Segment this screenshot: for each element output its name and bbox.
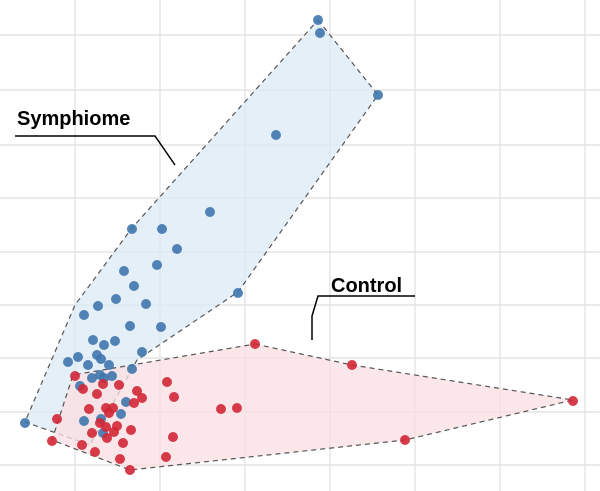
- symphiome-point: [73, 352, 83, 362]
- control-point: [84, 404, 94, 414]
- hull-layer: [24, 19, 574, 471]
- control-point: [108, 403, 118, 413]
- control-label: Control: [331, 275, 402, 297]
- control-point: [168, 432, 178, 442]
- symphiome-point: [315, 28, 325, 38]
- symphiome-point: [111, 294, 121, 304]
- symphiome-point: [152, 260, 162, 270]
- symphiome-point: [119, 266, 129, 276]
- symphiome-point: [172, 244, 182, 254]
- control-point: [109, 427, 119, 437]
- symphiome-point: [83, 360, 93, 370]
- control-point: [347, 360, 357, 370]
- symphiome-point: [99, 340, 109, 350]
- symphiome-point: [79, 416, 89, 426]
- symphiome-point: [141, 299, 151, 309]
- symphiome-point: [96, 354, 106, 364]
- symphiome-point: [127, 224, 137, 234]
- control-point: [400, 435, 410, 445]
- control-leader-line: [311, 295, 415, 340]
- control-point: [132, 386, 142, 396]
- symphiome-point: [137, 347, 147, 357]
- control-point: [77, 440, 87, 450]
- control-point: [70, 371, 80, 381]
- control-point: [87, 428, 97, 438]
- symphiome-point: [156, 322, 166, 332]
- control-point: [250, 339, 260, 349]
- symphiome-point: [125, 321, 135, 331]
- point-layer: [20, 15, 578, 475]
- control-point: [232, 403, 242, 413]
- control-point: [216, 404, 226, 414]
- symphiome-label: Symphiome: [17, 108, 130, 130]
- symphiome-point: [107, 371, 117, 381]
- control-point: [78, 384, 88, 394]
- control-point: [98, 379, 108, 389]
- symphiome-point: [20, 418, 30, 428]
- symphiome-point: [271, 130, 281, 140]
- control-point: [169, 392, 179, 402]
- annotation-layer: Symphiome Control: [15, 108, 415, 340]
- symphiome-point: [104, 360, 114, 370]
- control-point: [126, 425, 136, 435]
- symphiome-point: [93, 301, 103, 311]
- control-point: [115, 454, 125, 464]
- control-point: [101, 422, 111, 432]
- control-point: [118, 438, 128, 448]
- symphiome-point: [88, 335, 98, 345]
- symphiome-point: [373, 90, 383, 100]
- symphiome-leader-line: [15, 135, 176, 166]
- symphiome-point: [157, 224, 167, 234]
- control-point: [129, 398, 139, 408]
- control-hull: [51, 343, 574, 471]
- symphiome-point: [233, 288, 243, 298]
- control-point: [162, 377, 172, 387]
- symphiome-point: [110, 336, 120, 346]
- control-point: [52, 414, 62, 424]
- symphiome-point: [127, 364, 137, 374]
- symphiome-point: [121, 397, 131, 407]
- symphiome-point: [129, 281, 139, 291]
- control-point: [92, 389, 102, 399]
- symphiome-point: [205, 207, 215, 217]
- symphiome-point: [79, 310, 89, 320]
- control-point: [47, 436, 57, 446]
- control-point: [161, 452, 171, 462]
- symphiome-point: [87, 373, 97, 383]
- symphiome-point: [116, 409, 126, 419]
- symphiome-point: [63, 357, 73, 367]
- control-point: [102, 433, 112, 443]
- control-point: [114, 380, 124, 390]
- control-point: [90, 447, 100, 457]
- symphiome-point: [313, 15, 323, 25]
- control-point: [137, 393, 147, 403]
- control-point: [568, 396, 578, 406]
- control-point: [125, 465, 135, 475]
